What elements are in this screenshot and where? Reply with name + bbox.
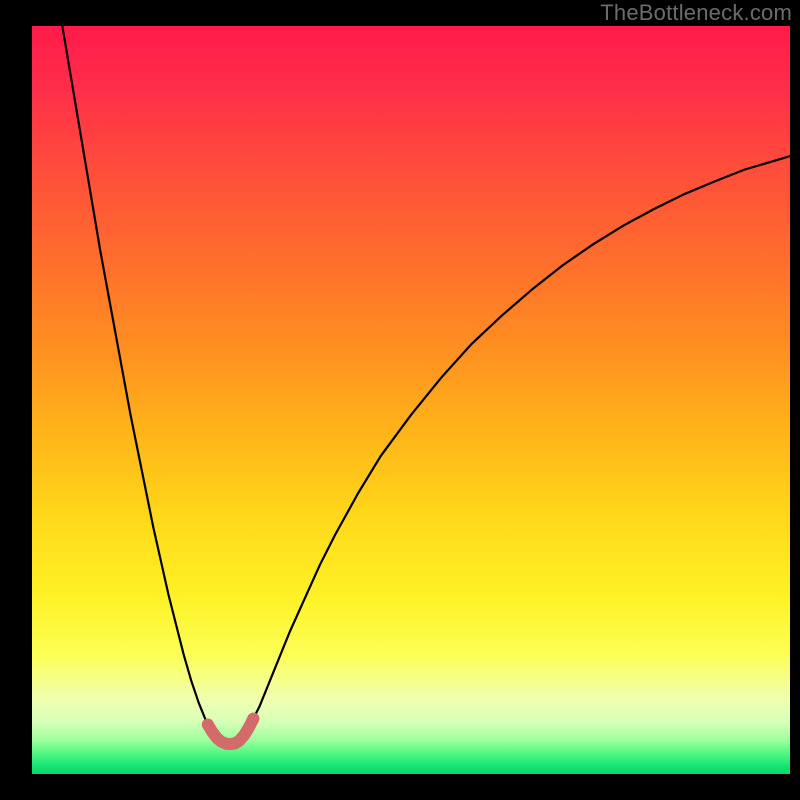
bottleneck-curve: [62, 26, 790, 745]
chart-stage: TheBottleneck.com: [0, 0, 800, 800]
frame-bottom: [0, 774, 800, 800]
valley-highlight-curve: [208, 719, 253, 744]
valley-endpoint-dot: [247, 713, 259, 725]
curve-layer: [32, 26, 790, 774]
valley-endpoint-dot: [202, 719, 214, 731]
watermark-text: TheBottleneck.com: [600, 0, 792, 26]
plot-area: [32, 26, 790, 774]
frame-left: [0, 0, 32, 800]
frame-right: [790, 0, 800, 800]
